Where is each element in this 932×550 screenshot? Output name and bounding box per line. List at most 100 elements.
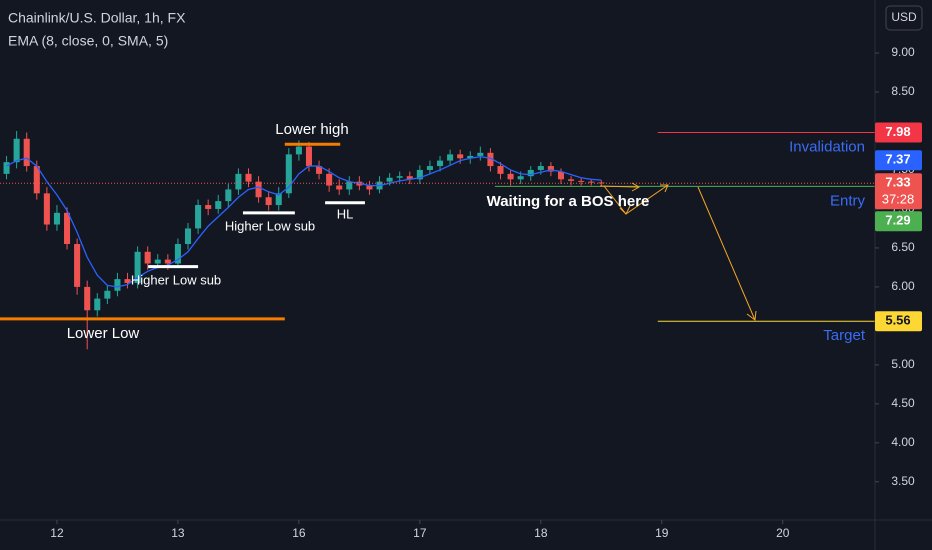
x-tick-label: 17 [413,526,427,540]
candle-body [305,146,312,167]
candle-body [33,166,40,194]
candle-body [23,138,30,167]
ema-line [6,156,602,288]
candle-body [275,193,282,206]
candle-body [124,279,131,283]
candle-body [568,179,575,181]
candle-body [255,181,262,198]
candle-body [134,251,141,283]
y-tick-label: 6.00 [891,279,915,293]
candle-body [547,166,554,172]
candle-body [436,160,444,167]
arrow [619,205,631,215]
candle-body [598,182,605,184]
y-tick-label: 8.50 [891,84,915,98]
level-name: Entry [830,192,866,209]
price-label: 7.29 [885,213,910,228]
currency-label: USD [891,10,917,24]
candle-body [406,176,413,180]
projection-arrows [599,182,757,321]
candle-body [336,185,343,190]
level-box [875,122,922,143]
candle-body [497,166,504,174]
candle-body [184,228,192,245]
candle-body [215,201,222,209]
price-label: 7.98 [885,124,910,139]
candle-body [265,197,272,206]
candle-body [537,166,544,170]
price-label: 7.37 [885,152,910,167]
plot [0,130,875,350]
candle-body [316,166,323,174]
y-tick-label: 4.50 [891,396,915,410]
level-box [875,211,922,232]
candle-body [225,189,232,202]
candle-body [557,171,565,180]
candle-body [144,251,151,264]
candle-body [74,244,81,287]
candle-body [447,154,454,161]
candle-body [477,152,484,156]
ema-box [875,150,922,171]
x-tick-label: 12 [50,526,64,540]
x-tick-label: 19 [655,526,669,540]
candle-body [396,176,403,178]
level-name: Invalidation [789,139,865,156]
candle-body [13,138,20,163]
annotation: Higher Low sub [225,218,315,233]
annotation: Higher Low sub [131,272,221,287]
candle-body [104,290,111,299]
countdown: 37:28 [882,192,915,207]
candle-body [326,173,333,186]
candle-body [527,169,534,177]
y-tick-label: 3.50 [891,474,915,488]
candle-body [94,298,101,311]
annotation: HL [337,206,354,221]
y-tick-label: 6.50 [891,240,915,254]
y-tick-label: 5.00 [891,357,915,371]
candle-body [366,185,373,190]
x-tick-label: 16 [292,526,306,540]
annotation: Waiting for a BOS here [487,193,650,210]
candle-body [517,176,524,180]
candle-body [285,154,292,194]
candle-body [386,177,393,182]
candle-body [245,173,252,182]
candle-body [164,259,171,264]
price-label: 5.56 [885,313,910,328]
candle-body [195,205,202,229]
candle-body [154,259,161,264]
annotation: Lower Low [67,325,140,342]
candle-body [53,212,60,225]
candle-body [426,166,433,170]
x-tick-label: 13 [171,526,185,540]
candle-body [174,244,181,264]
candle-body [3,162,10,174]
candle-body [235,173,242,190]
level-box [875,311,922,332]
candle-body [43,193,50,225]
price-label: 7.33 [885,175,910,190]
candle-body [84,286,91,311]
candle-body [295,146,302,155]
level-name: Target [823,327,866,344]
y-tick-label: 4.00 [891,435,915,449]
candle-body [487,152,494,167]
arrow [697,186,757,321]
price-box [875,173,922,210]
annotation: Lower high [275,121,348,138]
candle-body [578,180,585,182]
chart-title: Chainlink/U.S. Dollar, 1h, FX [8,10,186,26]
indicator-legend: EMA (8, close, 0, SMA, 5) [8,33,168,49]
candle-body [588,181,595,183]
candle-body [346,181,353,190]
y-tick-label: 9.00 [891,45,915,59]
currency-button[interactable] [885,5,923,31]
candle-body [457,154,464,159]
candle-body [416,169,423,180]
candle-body [507,173,514,180]
x-tick-label: 18 [534,526,548,540]
